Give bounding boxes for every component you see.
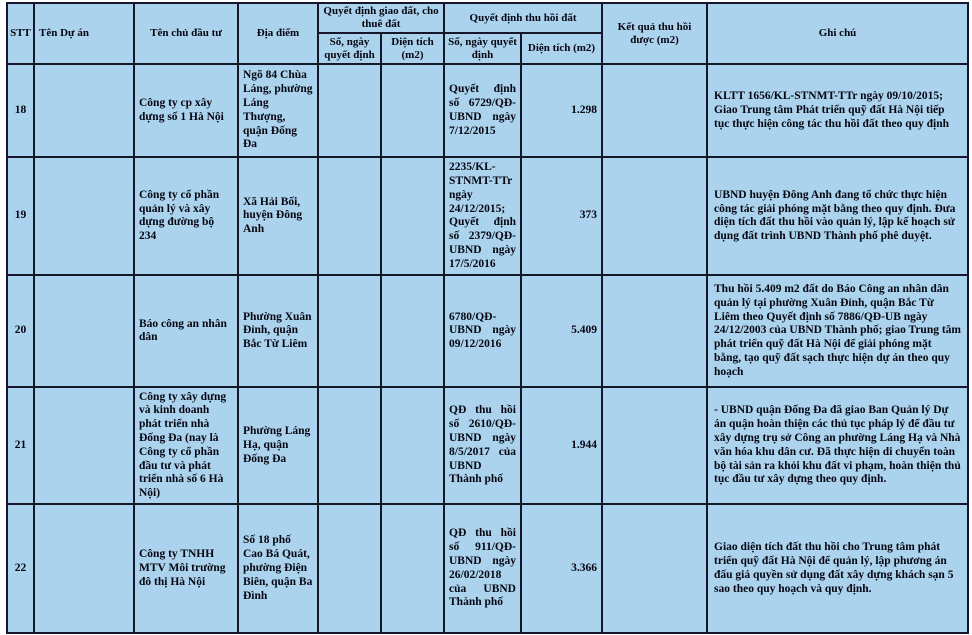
cell-stt: 20: [6, 274, 35, 389]
cell-stt: 19: [6, 156, 35, 277]
header-row-subcolumns: Số, ngày quyết định Diện tích (m2) Số, n…: [7, 32, 968, 66]
cell-result: [601, 156, 709, 277]
cell-alloc-number: [317, 156, 382, 277]
col-header-recovery-number: Số, ngày quyết định: [443, 32, 522, 66]
col-header-recovery-area: Diện tích (m2): [519, 32, 604, 66]
cell-stt: 22: [6, 503, 35, 635]
col-header-result: Kết quả thu hồi được (m2): [601, 1, 709, 66]
cell-alloc-area: [380, 156, 445, 277]
cell-recovery-area: 5.409: [519, 274, 604, 389]
col-header-recovery-group: Quyết định thu hồi đất: [442, 1, 604, 35]
land-recovery-table: STT Tên Dự án Tên chủ đầu tư Địa điểm Qu…: [6, 1, 970, 635]
cell-location: Xã Hải Bối, huyện Đông Anh: [237, 156, 319, 277]
header-row-groups: STT Tên Dự án Tên chủ đầu tư Địa điểm Qu…: [6, 1, 970, 66]
cell-note: - UBND quận Đống Đa đã giao Ban Quản lý …: [706, 386, 970, 506]
cell-location: Ngõ 84 Chùa Láng, phường Láng Thượng, qu…: [237, 63, 319, 159]
table-row: 21 Công ty xây dựng và kinh doanh phát t…: [6, 386, 970, 506]
cell-recovery-number: QĐ thu hồi số 911/QĐ-UBND ngày 26/02/201…: [443, 503, 522, 635]
cell-location: Phường Láng Hạ, quận Đống Đa: [237, 386, 319, 506]
cell-project: [33, 274, 135, 389]
cell-stt: 21: [6, 386, 35, 506]
cell-recovery-area: 373: [519, 156, 604, 277]
cell-recovery-area: 1.944: [519, 386, 604, 506]
col-header-investor: Tên chủ đầu tư: [133, 1, 239, 66]
cell-result: [601, 274, 709, 389]
table-row: 19 Công ty cổ phần quản lý và xây dựng đ…: [6, 156, 970, 277]
cell-result: [601, 503, 709, 635]
col-header-alloc-group: Quyết định giao đất, cho thuê đất: [317, 1, 445, 35]
cell-alloc-area: [380, 386, 445, 506]
cell-note: KLTT 1656/KL-STNMT-TTr ngày 09/10/2015; …: [706, 63, 970, 159]
col-header-alloc-area: Diện tích (m2): [380, 32, 445, 66]
cell-recovery-number: QĐ thu hồi số 2610/QĐ-UBND ngày 8/5/2017…: [443, 386, 522, 506]
cell-alloc-area: [380, 503, 445, 635]
col-header-alloc-number: Số, ngày quyết định: [317, 32, 382, 66]
col-header-project: Tên Dự án: [33, 1, 135, 66]
cell-investor: Báo công an nhân dân: [133, 274, 239, 389]
cell-note: UBND huyện Đông Anh đang tổ chức thực hi…: [706, 156, 970, 277]
cell-stt: 18: [6, 63, 35, 159]
cell-project: [33, 63, 135, 159]
cell-investor: Công ty cp xây dựng số 1 Hà Nội: [133, 63, 239, 159]
cell-note: Thu hồi 5.409 m2 đất do Báo Công an nhân…: [706, 274, 970, 389]
cell-project: [33, 503, 135, 635]
cell-alloc-number: [317, 386, 382, 506]
cell-project: [33, 386, 135, 506]
cell-investor: Công ty cổ phần quản lý và xây dựng đườn…: [133, 156, 239, 277]
cell-alloc-number: [317, 274, 382, 389]
cell-recovery-number: 6780/QĐ-UBND ngày 09/12/2016: [443, 274, 522, 389]
table-row: 20 Báo công an nhân dân Phường Xuân Đỉnh…: [6, 274, 970, 389]
cell-result: [601, 63, 709, 159]
cell-investor: Công ty xây dựng và kinh doanh phát triể…: [133, 386, 239, 506]
cell-recovery-number: Quyết định số 6729/QĐ-UBND ngày 7/12/201…: [443, 63, 522, 159]
cell-alloc-number: [317, 503, 382, 635]
cell-recovery-area: 1.298: [519, 63, 604, 159]
cell-recovery-number: 2235/KL-STNMT-TTr ngày 24/12/2015; Quyết…: [443, 156, 522, 277]
col-header-note: Ghi chú: [706, 1, 970, 66]
cell-alloc-number: [317, 63, 382, 159]
cell-result: [601, 386, 709, 506]
cell-project: [33, 156, 135, 277]
cell-location: Số 18 phố Cao Bá Quát, phường Điện Biên,…: [237, 503, 319, 635]
cell-note: Giao diện tích đất thu hồi cho Trung tâm…: [706, 503, 970, 635]
cell-location: Phường Xuân Đỉnh, quận Bắc Từ Liêm: [237, 274, 319, 389]
col-header-location: Địa điểm: [237, 1, 319, 66]
land-recovery-table-container: STT Tên Dự án Tên chủ đầu tư Địa điểm Qu…: [6, 1, 970, 635]
col-header-stt: STT: [6, 1, 35, 66]
cell-alloc-area: [380, 63, 445, 159]
cell-investor: Công ty TNHH MTV Môi trường đô thị Hà Nộ…: [133, 503, 239, 635]
cell-alloc-area: [380, 274, 445, 389]
table-row: 18 Công ty cp xây dựng số 1 Hà Nội Ngõ 8…: [6, 63, 970, 159]
table-row: 22 Công ty TNHH MTV Môi trường đô thị Hà…: [6, 503, 970, 635]
cell-recovery-area: 3.366: [519, 503, 604, 635]
